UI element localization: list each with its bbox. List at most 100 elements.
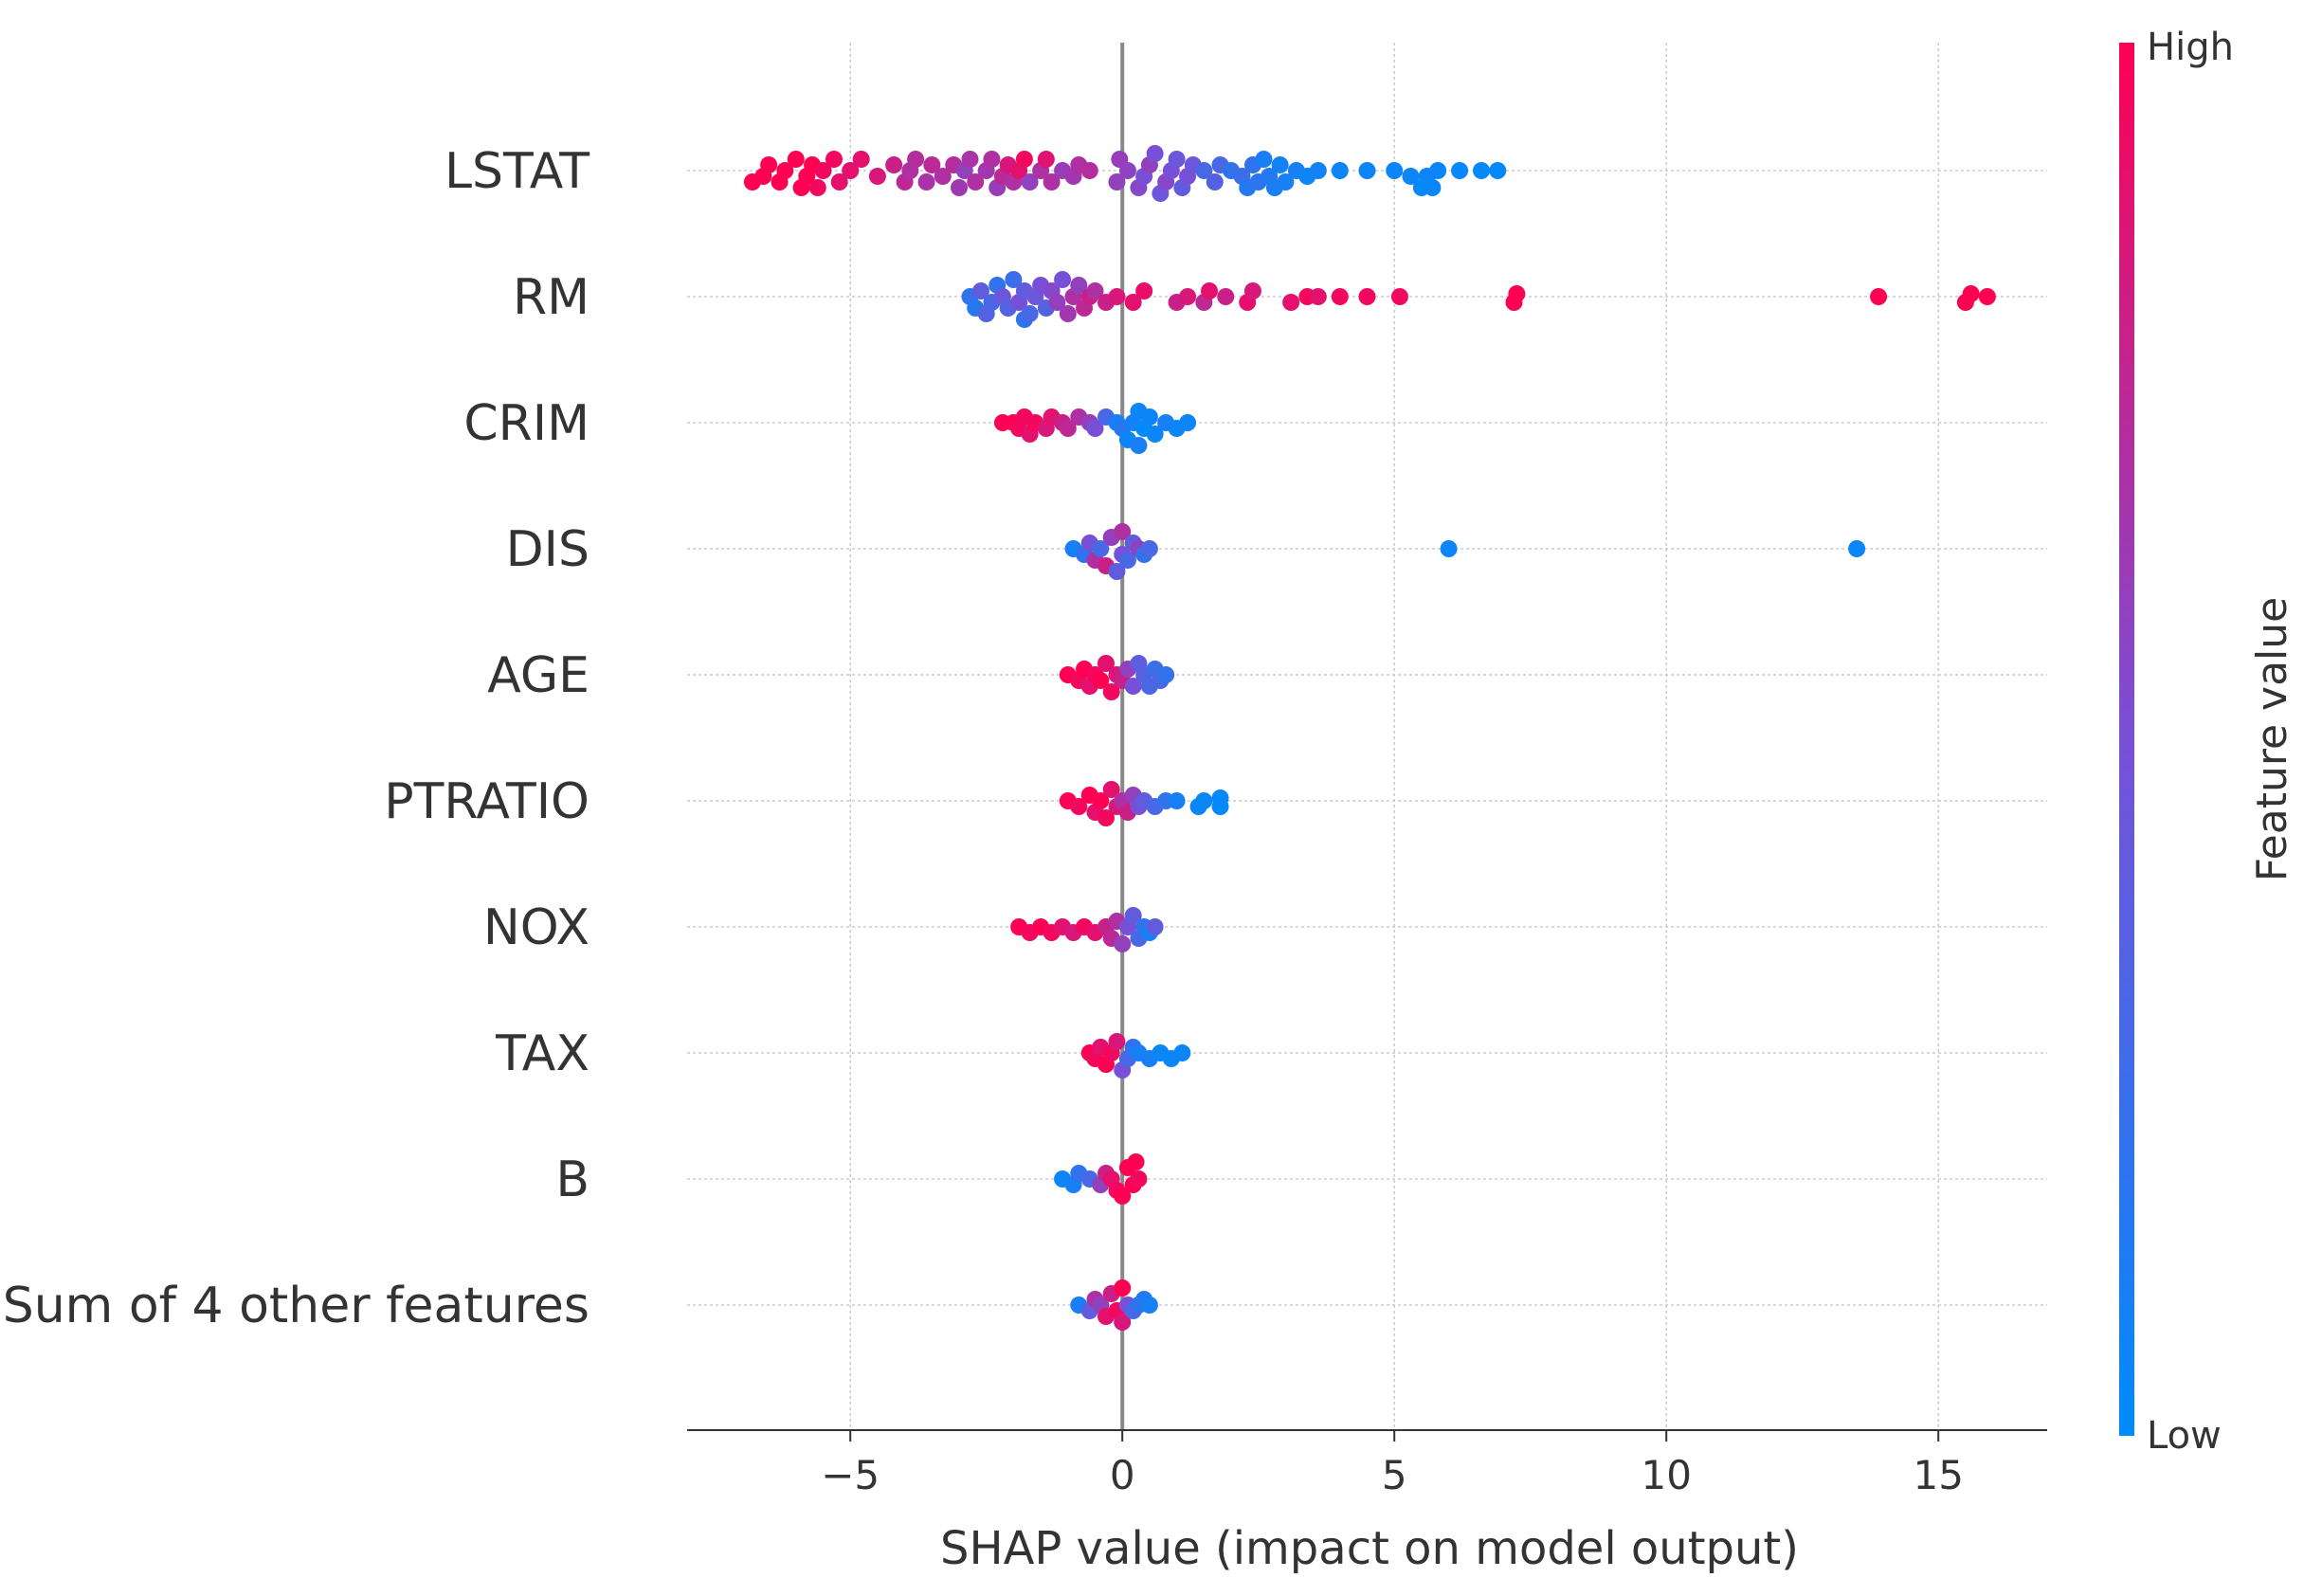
shap-point <box>1114 1188 1132 1205</box>
shap-point <box>842 162 860 179</box>
shap-point <box>1021 305 1039 322</box>
shap-point <box>1108 1033 1126 1050</box>
shap-point <box>967 173 985 190</box>
shap-point <box>1179 414 1197 431</box>
x-axis-title: SHAP value (impact on model output) <box>940 1522 1799 1575</box>
shap-point <box>1005 271 1023 288</box>
shap-point <box>1048 294 1066 311</box>
shap-point <box>971 282 989 299</box>
shap-point <box>885 156 903 173</box>
shap-point <box>951 179 968 196</box>
shap-point <box>1059 420 1077 437</box>
feature-labels: LSTAT RM CRIM DIS AGE PTRATIO NOX TAX B Sum of 4 … <box>3 143 590 1334</box>
shap-point <box>1848 540 1866 557</box>
shap-point <box>917 173 935 190</box>
shap-point <box>787 151 805 168</box>
shap-point <box>808 179 826 196</box>
shap-point <box>1114 523 1132 540</box>
shap-point <box>1130 1170 1148 1188</box>
shap-point <box>1331 288 1349 305</box>
feature-label: LSTAT <box>444 143 590 200</box>
x-tick-label: 15 <box>1913 1452 1963 1498</box>
shap-point <box>1124 294 1142 311</box>
shap-point <box>1086 420 1104 437</box>
shap-point <box>1102 781 1120 798</box>
shap-point <box>934 168 952 185</box>
shap-point <box>1140 408 1158 426</box>
shap-point <box>1092 540 1110 557</box>
feature-label: DIS <box>506 521 590 578</box>
feature-label: CRIM <box>463 395 590 452</box>
shap-point <box>814 162 832 179</box>
shap-point <box>1108 563 1126 580</box>
x-tick-label: 5 <box>1382 1452 1407 1498</box>
shap-point <box>1127 1153 1145 1170</box>
shap-point <box>1168 151 1186 168</box>
colorbar-high-label: High <box>2147 26 2234 69</box>
shap-point <box>961 151 979 168</box>
feature-label: B <box>555 1152 590 1208</box>
shap-point <box>923 156 941 173</box>
shap-point <box>1070 798 1088 815</box>
x-tick-label: −5 <box>821 1452 880 1498</box>
shap-point <box>1440 540 1458 557</box>
feature-label: NOX <box>483 899 590 956</box>
shap-point <box>1037 151 1055 168</box>
shap-point <box>1092 792 1110 809</box>
shap-point <box>1429 162 1447 179</box>
shap-point <box>1080 162 1098 179</box>
shap-point <box>1124 907 1142 924</box>
colorbar-gradient <box>2119 43 2134 1436</box>
shap-point <box>1386 162 1404 179</box>
shap-point <box>1402 168 1420 185</box>
shap-point <box>852 151 870 168</box>
shap-point <box>1015 151 1033 168</box>
shap-point <box>1179 288 1197 305</box>
shap-point <box>1309 162 1327 179</box>
feature-label: RM <box>513 269 590 326</box>
shap-point <box>1271 156 1289 173</box>
x-tick-label: 10 <box>1641 1452 1691 1498</box>
shap-point <box>1217 288 1235 305</box>
shap-point <box>1070 277 1088 294</box>
shap-point <box>1309 288 1327 305</box>
shap-point <box>1086 282 1104 299</box>
shap-point <box>1118 552 1136 569</box>
shap-point <box>868 168 886 185</box>
shap-point <box>1135 282 1153 299</box>
shap-point <box>1489 162 1507 179</box>
shap-point <box>1195 162 1213 179</box>
shap-point <box>1140 1297 1158 1314</box>
colorbar-title: Feature value <box>2248 597 2296 881</box>
shap-point <box>1211 789 1229 807</box>
shap-point <box>1114 1279 1132 1297</box>
shap-point <box>830 173 848 190</box>
shap-point <box>1390 288 1408 305</box>
colorbar-low-label: Low <box>2147 1414 2222 1458</box>
shap-point <box>1201 282 1219 299</box>
shap-point <box>1277 173 1295 190</box>
shap-point <box>1508 285 1526 302</box>
feature-label: Sum of 4 other features <box>3 1278 590 1334</box>
shap-point <box>1282 294 1300 311</box>
shap-point <box>1424 179 1442 196</box>
shap-point <box>983 151 1001 168</box>
shap-point <box>1255 151 1273 168</box>
shap-point <box>1978 288 1996 305</box>
shap-point <box>1206 173 1224 190</box>
shap-point <box>1097 809 1115 826</box>
shap-point <box>1108 288 1126 305</box>
shap-point <box>1168 792 1186 809</box>
colorbar: High Low Feature value <box>2119 26 2296 1458</box>
shap-point <box>760 156 778 173</box>
shap-point <box>1097 655 1115 672</box>
shap-point <box>1118 162 1136 179</box>
shap-point <box>825 151 843 168</box>
shap-point <box>1870 288 1888 305</box>
feature-label: PTRATIO <box>384 773 590 830</box>
shap-point <box>1243 282 1261 299</box>
shap-point <box>1473 162 1491 179</box>
shap-point <box>1195 792 1213 809</box>
shap-point <box>1021 173 1039 190</box>
